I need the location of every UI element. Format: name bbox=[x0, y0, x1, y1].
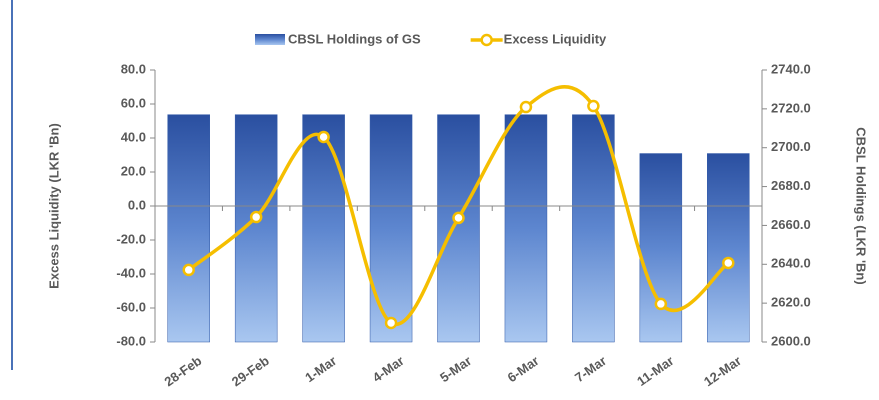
y2-tick-label: 2720.0 bbox=[771, 100, 811, 115]
x-tick-label: 29-Feb bbox=[229, 353, 272, 389]
x-tick-label: 7-Mar bbox=[572, 353, 609, 385]
legend-label: CBSL Holdings of GS bbox=[288, 31, 421, 46]
legend-label: Excess Liquidity bbox=[504, 31, 607, 46]
legend-marker bbox=[480, 33, 493, 47]
marker bbox=[384, 316, 398, 330]
y2-tick-label: 2600.0 bbox=[771, 333, 811, 348]
y2-tick-label: 2700.0 bbox=[771, 139, 811, 154]
marker bbox=[587, 99, 600, 113]
marker bbox=[452, 211, 465, 225]
x-tick-label: 12-Mar bbox=[701, 353, 744, 389]
marker bbox=[722, 256, 735, 270]
y-tick-label: -40.0 bbox=[116, 265, 146, 280]
y-tick-label: -80.0 bbox=[116, 333, 146, 348]
y-tick-label: -60.0 bbox=[116, 299, 146, 314]
bar bbox=[707, 153, 750, 343]
y-tick-label: 80.0 bbox=[121, 61, 146, 76]
marker bbox=[519, 100, 533, 114]
y-tick-label: 0.0 bbox=[128, 197, 146, 212]
bar bbox=[302, 114, 345, 343]
bar bbox=[639, 153, 683, 343]
x-tick-label: 6-Mar bbox=[505, 353, 542, 385]
bar bbox=[504, 114, 548, 343]
y-tick-label: 20.0 bbox=[121, 163, 146, 178]
bar bbox=[572, 114, 615, 343]
x-tick-label: 5-Mar bbox=[437, 353, 474, 385]
y2-tick-label: 2620.0 bbox=[771, 295, 811, 310]
y2-tick-label: 2640.0 bbox=[771, 256, 811, 271]
legend-swatch bbox=[255, 34, 285, 45]
y2-tick-label: 2740.0 bbox=[771, 61, 811, 76]
marker bbox=[249, 210, 263, 224]
y-tick-label: 60.0 bbox=[121, 95, 146, 110]
bar bbox=[167, 114, 210, 343]
y2-tick-label: 2660.0 bbox=[771, 217, 811, 232]
marker bbox=[182, 263, 195, 277]
x-tick-label: 28-Feb bbox=[161, 353, 204, 389]
x-tick-label: 11-Mar bbox=[634, 353, 676, 389]
marker bbox=[317, 130, 330, 144]
y-tick-label: -20.0 bbox=[116, 231, 146, 246]
bar bbox=[437, 114, 480, 343]
x-tick-label: 1-Mar bbox=[302, 353, 339, 385]
y-tick-label: 40.0 bbox=[121, 129, 146, 144]
x-tick-label: 4-Mar bbox=[370, 353, 407, 385]
bar bbox=[369, 114, 413, 343]
y2-axis-title: CBSL Holdings (LKR 'Bn) bbox=[854, 127, 869, 284]
y2-tick-label: 2680.0 bbox=[771, 178, 811, 193]
y-axis-title: Excess Liquidity (LKR 'Bn) bbox=[46, 123, 61, 289]
marker bbox=[654, 297, 668, 311]
